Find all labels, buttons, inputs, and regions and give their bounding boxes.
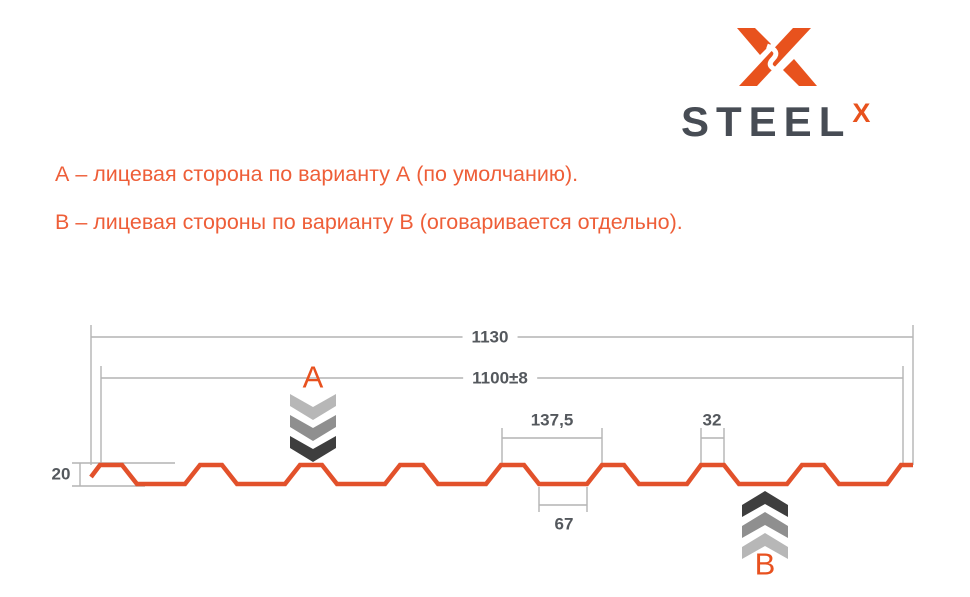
chain-x-icon [737,28,817,86]
brand-x-mark: X [852,98,871,128]
dim-rib-top-width: 32 [702,410,722,430]
brand-wordmark: STEEL X [681,98,921,145]
marker-side-a: A [302,359,324,395]
brand-name: STEEL [681,98,852,145]
note-variant-b: В – лицевая стороны по варианту В (огова… [55,210,683,234]
marker-side-b: B [754,546,776,582]
dim-rib-pitch: 137,5 [530,410,574,430]
chevron-up-icon [742,491,788,559]
chevron-down-icon [290,394,336,462]
dim-cover-width: 1100±8 [463,369,537,387]
dim-valley-width: 67 [554,514,574,534]
dim-profile-height: 20 [51,464,71,484]
sheet-profile-line [89,462,913,487]
note-variant-a: А – лицевая сторона по варианту А (по ум… [55,162,579,186]
dim-overall-width: 1130 [462,328,518,346]
